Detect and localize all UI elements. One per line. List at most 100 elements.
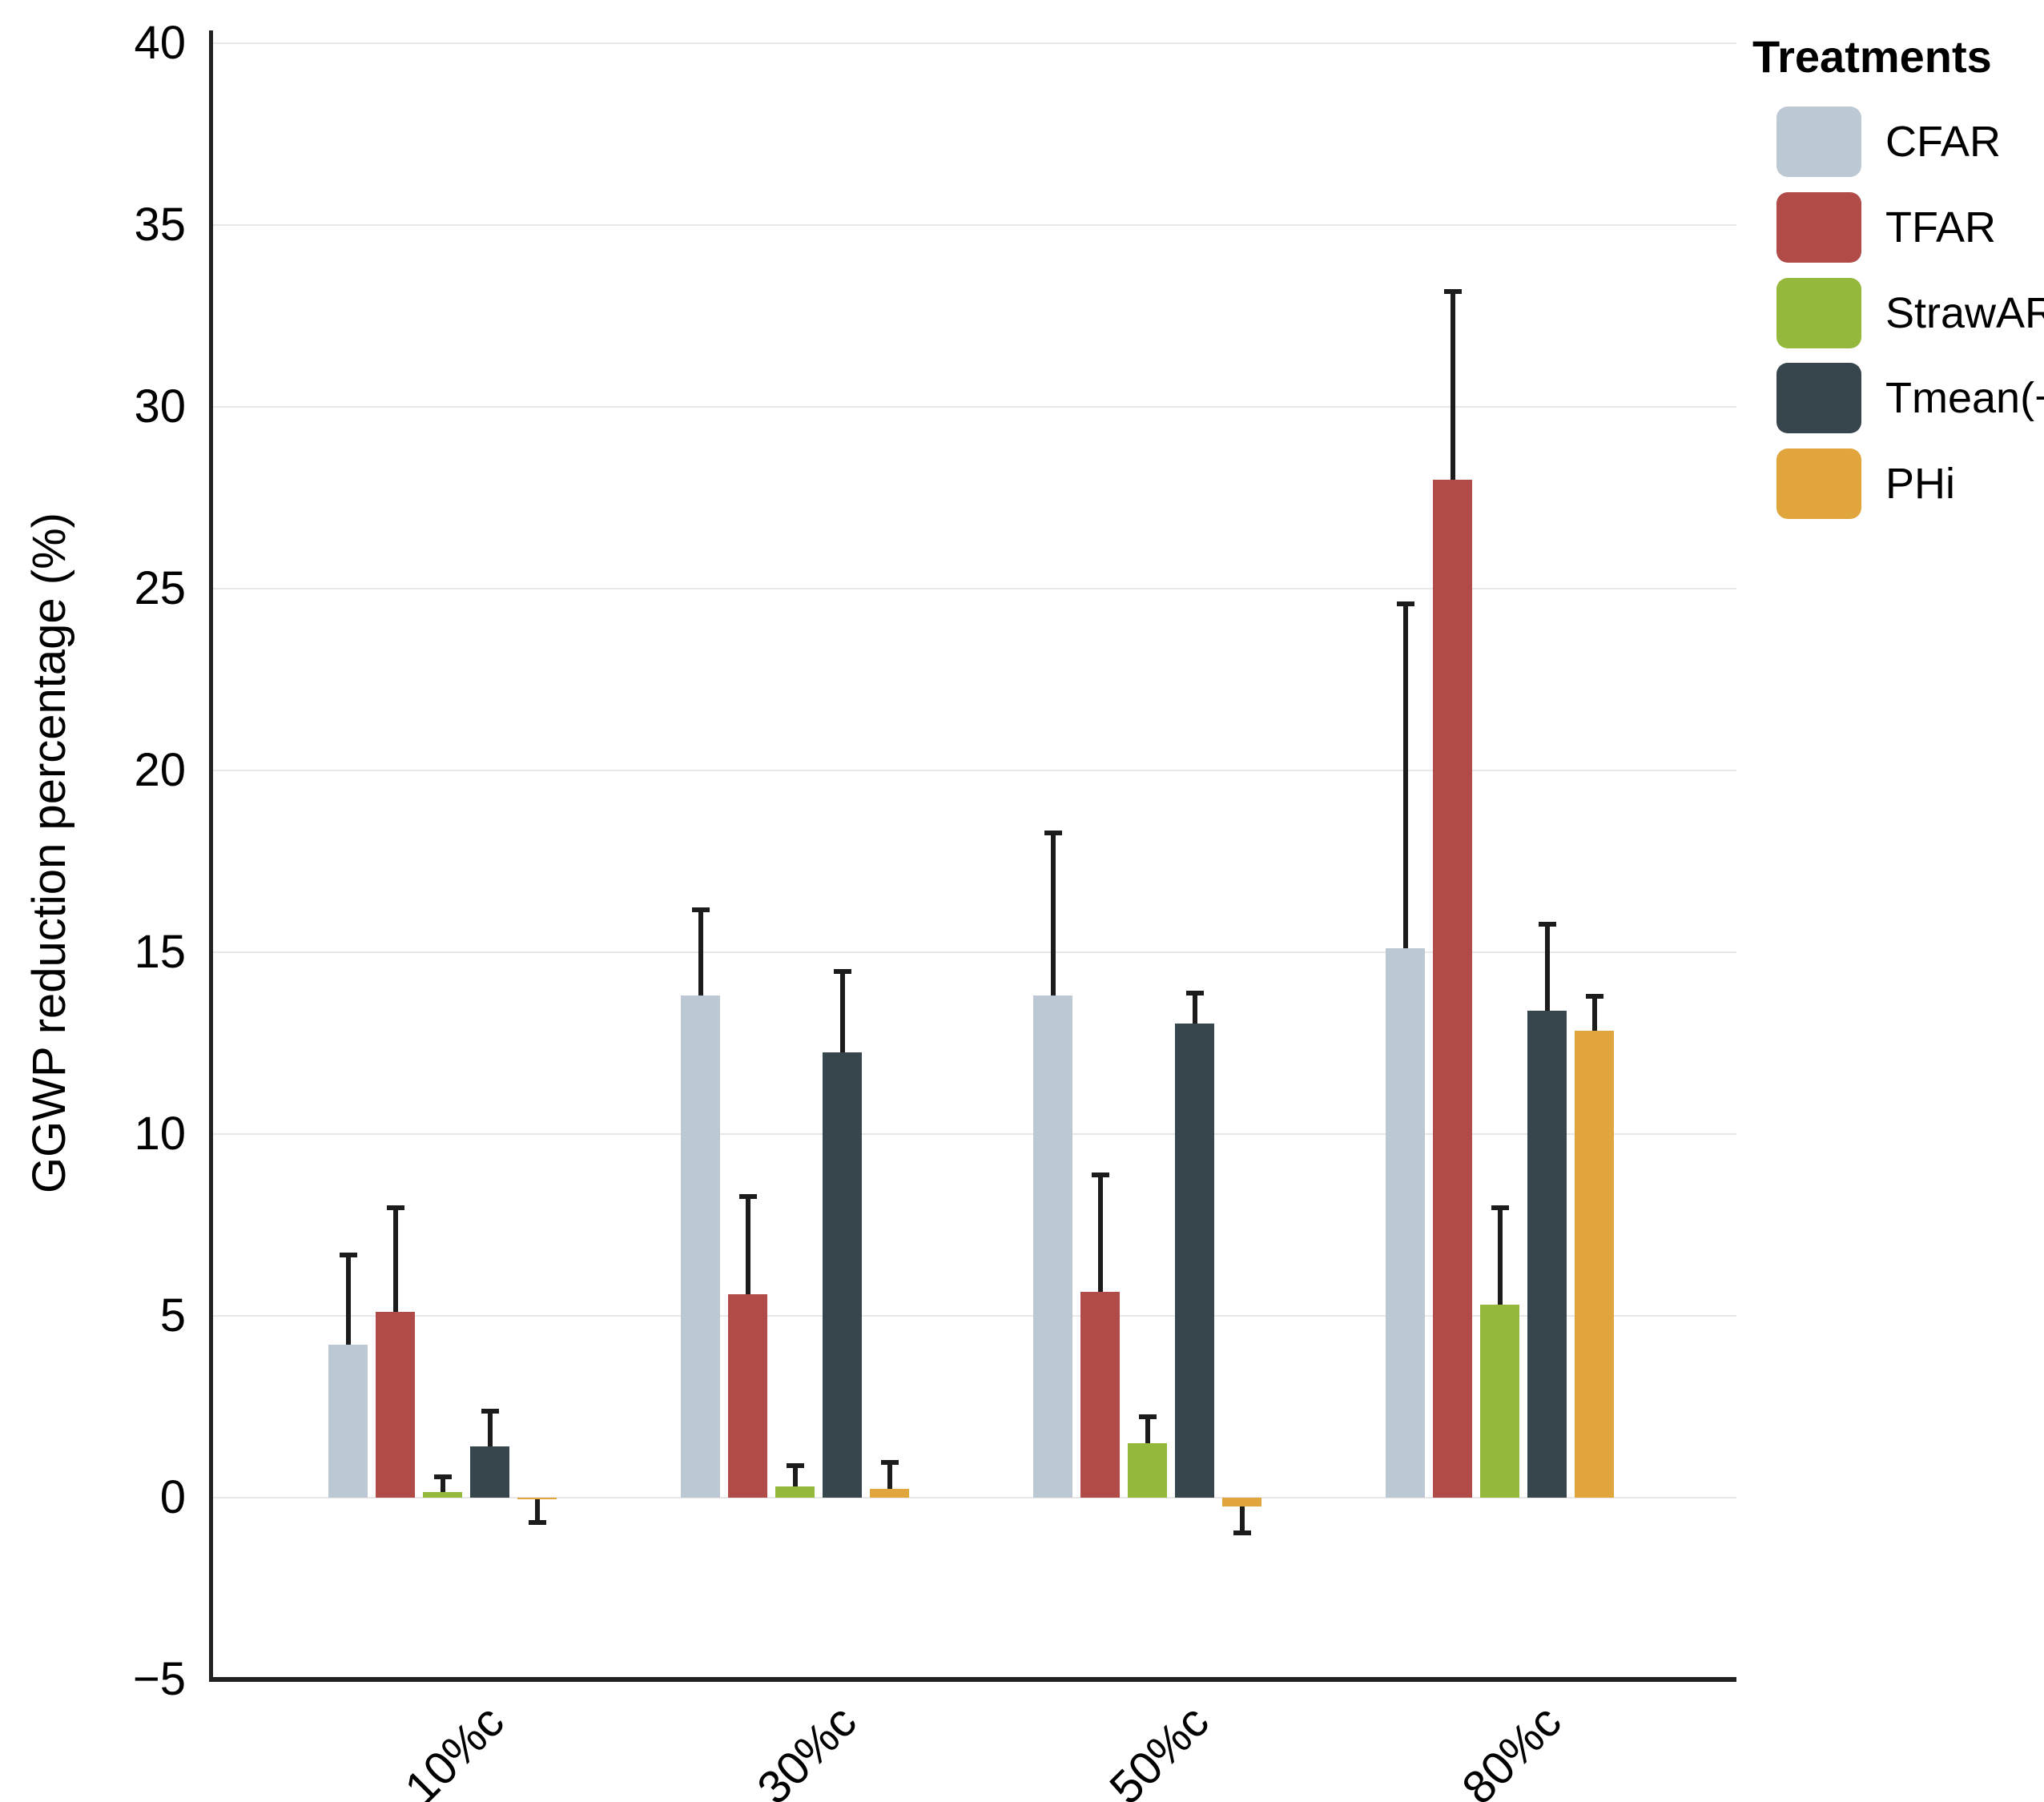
bar-phi-80%c bbox=[1575, 1030, 1614, 1498]
legend-item-phi: PHi bbox=[1776, 448, 2044, 519]
y-tick-label: 40 bbox=[134, 17, 186, 69]
error-bar-tmean-80%c bbox=[1544, 923, 1550, 1011]
bar-strawar-10%c bbox=[423, 1492, 462, 1498]
legend-item-tfar: TFAR bbox=[1776, 191, 2044, 263]
error-bar-strawar-30%c bbox=[792, 1465, 798, 1487]
gridline-y40 bbox=[213, 42, 1736, 44]
x-tick-label: 30%c bbox=[746, 1695, 867, 1802]
gridline-y35 bbox=[213, 224, 1736, 226]
y-tick-label: −5 bbox=[132, 1653, 186, 1705]
gridline-y10 bbox=[213, 1133, 1736, 1135]
y-tick-label: 35 bbox=[134, 199, 186, 251]
bar-tfar-10%c bbox=[376, 1312, 415, 1498]
error-bar-phi-80%c bbox=[1591, 996, 1597, 1031]
legend-title: Treatments bbox=[1752, 31, 1992, 82]
gridline-y30 bbox=[213, 406, 1736, 408]
bar-tmean-80%c bbox=[1527, 1010, 1567, 1498]
bar-cfar-50%c bbox=[1033, 996, 1072, 1498]
bar-phi-30%c bbox=[870, 1488, 909, 1498]
error-bar-cfar-10%c bbox=[345, 1253, 351, 1345]
bar-tmean-10%c bbox=[470, 1446, 509, 1498]
legend-label-tfar: TFAR bbox=[1885, 203, 1997, 251]
error-cap-tmean-30%c bbox=[833, 968, 851, 974]
gridline-y25 bbox=[213, 588, 1736, 589]
error-bar-phi-30%c bbox=[887, 1461, 892, 1489]
legend-swatch-tmean bbox=[1776, 363, 1861, 434]
error-bar-tfar-50%c bbox=[1097, 1173, 1103, 1293]
legend-label-phi: PHi bbox=[1885, 460, 1956, 508]
legend-item-strawar: StrawAR bbox=[1776, 277, 2044, 348]
legend-swatch-tfar bbox=[1776, 191, 1861, 263]
x-tick-label: 50%c bbox=[1099, 1695, 1219, 1802]
error-cap-strawar-10%c bbox=[433, 1474, 452, 1479]
bar-tfar-30%c bbox=[728, 1293, 767, 1498]
bar-cfar-30%c bbox=[681, 996, 720, 1498]
error-cap-cfar-50%c bbox=[1044, 831, 1062, 836]
legend-swatch-cfar bbox=[1776, 107, 1861, 177]
bar-cfar-10%c bbox=[328, 1345, 368, 1498]
error-bar-cfar-30%c bbox=[698, 908, 703, 996]
bar-strawar-30%c bbox=[775, 1486, 815, 1498]
error-cap-strawar-50%c bbox=[1138, 1414, 1157, 1419]
error-bar-strawar-50%c bbox=[1145, 1415, 1150, 1443]
x-tick-label: 80%c bbox=[1451, 1695, 1571, 1802]
error-cap-phi-50%c bbox=[1233, 1530, 1251, 1536]
y-axis-title: GGWP reduction percentage (%) bbox=[23, 513, 75, 1193]
error-cap-tfar-80%c bbox=[1443, 288, 1462, 294]
y-tick-label: 5 bbox=[159, 1289, 186, 1341]
gridline-y20 bbox=[213, 770, 1736, 771]
y-tick-label: 10 bbox=[134, 1108, 186, 1160]
bar-phi-10%c bbox=[517, 1498, 557, 1500]
gridline-y5 bbox=[213, 1315, 1736, 1317]
y-tick-label: 25 bbox=[134, 562, 186, 614]
bar-tfar-50%c bbox=[1080, 1292, 1120, 1498]
error-bar-phi-10%c bbox=[534, 1499, 540, 1523]
error-bar-tfar-30%c bbox=[745, 1196, 750, 1294]
error-cap-cfar-80%c bbox=[1396, 601, 1414, 607]
bar-cfar-80%c bbox=[1386, 948, 1425, 1498]
error-bar-tfar-80%c bbox=[1450, 290, 1455, 480]
y-tick-label: 20 bbox=[134, 744, 186, 796]
error-cap-phi-80%c bbox=[1585, 994, 1603, 1000]
legend-swatch-strawar bbox=[1776, 277, 1861, 348]
y-tick-label: 30 bbox=[134, 380, 186, 432]
bar-phi-50%c bbox=[1222, 1498, 1261, 1507]
error-cap-phi-10%c bbox=[528, 1519, 546, 1525]
error-cap-tfar-10%c bbox=[386, 1205, 404, 1210]
y-tick-label: 15 bbox=[134, 926, 186, 978]
error-cap-tmean-50%c bbox=[1185, 990, 1204, 996]
y-tick-label: 0 bbox=[159, 1471, 186, 1523]
legend-label-strawar: StrawAR bbox=[1885, 288, 2044, 337]
error-bar-tmean-50%c bbox=[1192, 992, 1197, 1024]
error-cap-tmean-80%c bbox=[1538, 921, 1556, 927]
error-bar-strawar-10%c bbox=[440, 1475, 445, 1493]
error-cap-strawar-80%c bbox=[1491, 1205, 1509, 1210]
error-cap-strawar-30%c bbox=[786, 1463, 804, 1469]
gridline-y0 bbox=[213, 1497, 1736, 1498]
error-bar-tmean-30%c bbox=[839, 970, 845, 1052]
x-tick-label: 10%c bbox=[394, 1695, 514, 1802]
error-cap-cfar-10%c bbox=[339, 1252, 357, 1257]
legend-label-tmean: Tmean(−) bbox=[1885, 374, 2044, 423]
error-bar-phi-50%c bbox=[1239, 1506, 1245, 1535]
legend-swatch-phi bbox=[1776, 448, 1861, 519]
bar-tfar-80%c bbox=[1433, 479, 1472, 1498]
bar-tmean-30%c bbox=[823, 1052, 862, 1498]
x-axis-line bbox=[209, 1677, 1736, 1682]
error-cap-phi-30%c bbox=[880, 1459, 899, 1465]
error-bar-tmean-10%c bbox=[487, 1410, 493, 1447]
error-bar-cfar-80%c bbox=[1402, 603, 1408, 949]
error-cap-cfar-30%c bbox=[691, 907, 710, 912]
bar-strawar-80%c bbox=[1480, 1305, 1519, 1498]
legend-label-cfar: CFAR bbox=[1885, 118, 2002, 166]
error-bar-cfar-50%c bbox=[1050, 832, 1056, 996]
error-cap-tfar-50%c bbox=[1091, 1172, 1109, 1177]
y-axis-line bbox=[209, 30, 213, 1682]
error-cap-tfar-30%c bbox=[738, 1194, 757, 1200]
legend-item-cfar: CFAR bbox=[1776, 107, 2044, 177]
bar-tmean-50%c bbox=[1175, 1023, 1214, 1498]
gridline-y15 bbox=[213, 951, 1736, 953]
bar-strawar-50%c bbox=[1128, 1442, 1167, 1498]
error-bar-strawar-80%c bbox=[1497, 1206, 1503, 1305]
error-bar-tfar-10%c bbox=[392, 1206, 398, 1313]
